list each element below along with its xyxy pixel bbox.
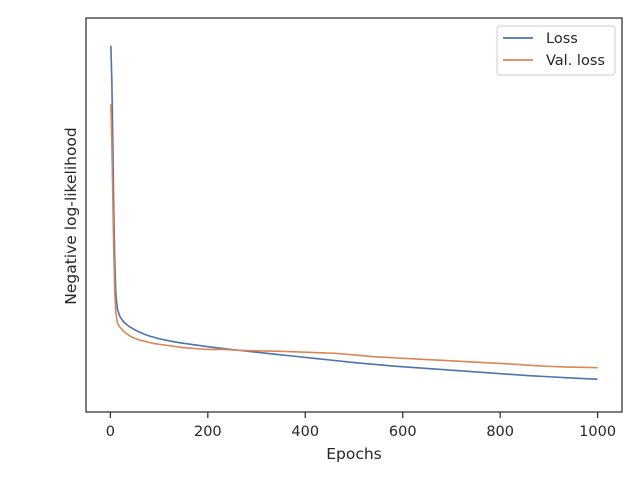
- legend: Loss Val. loss: [496, 25, 616, 76]
- series-line-val-loss: [110, 104, 598, 369]
- plot-frame: [85, 17, 623, 413]
- x-axis-ticks: 0 200 400 600 800 1000: [106, 412, 616, 440]
- x-tick-label: 1000: [579, 424, 616, 440]
- x-tick-label: 800: [486, 424, 514, 440]
- x-tick-label: 600: [389, 424, 417, 440]
- x-tick-label: 200: [194, 424, 222, 440]
- series-layer: [110, 45, 598, 380]
- y-axis-label: Negative log-likelihood: [62, 127, 80, 305]
- legend-label-val-loss: Val. loss: [546, 53, 605, 69]
- x-tick-label: 0: [106, 424, 115, 440]
- legend-label-loss: Loss: [546, 31, 578, 47]
- x-axis-label: Epochs: [326, 445, 382, 463]
- x-tick-label: 400: [291, 424, 319, 440]
- series-line-loss: [110, 45, 598, 380]
